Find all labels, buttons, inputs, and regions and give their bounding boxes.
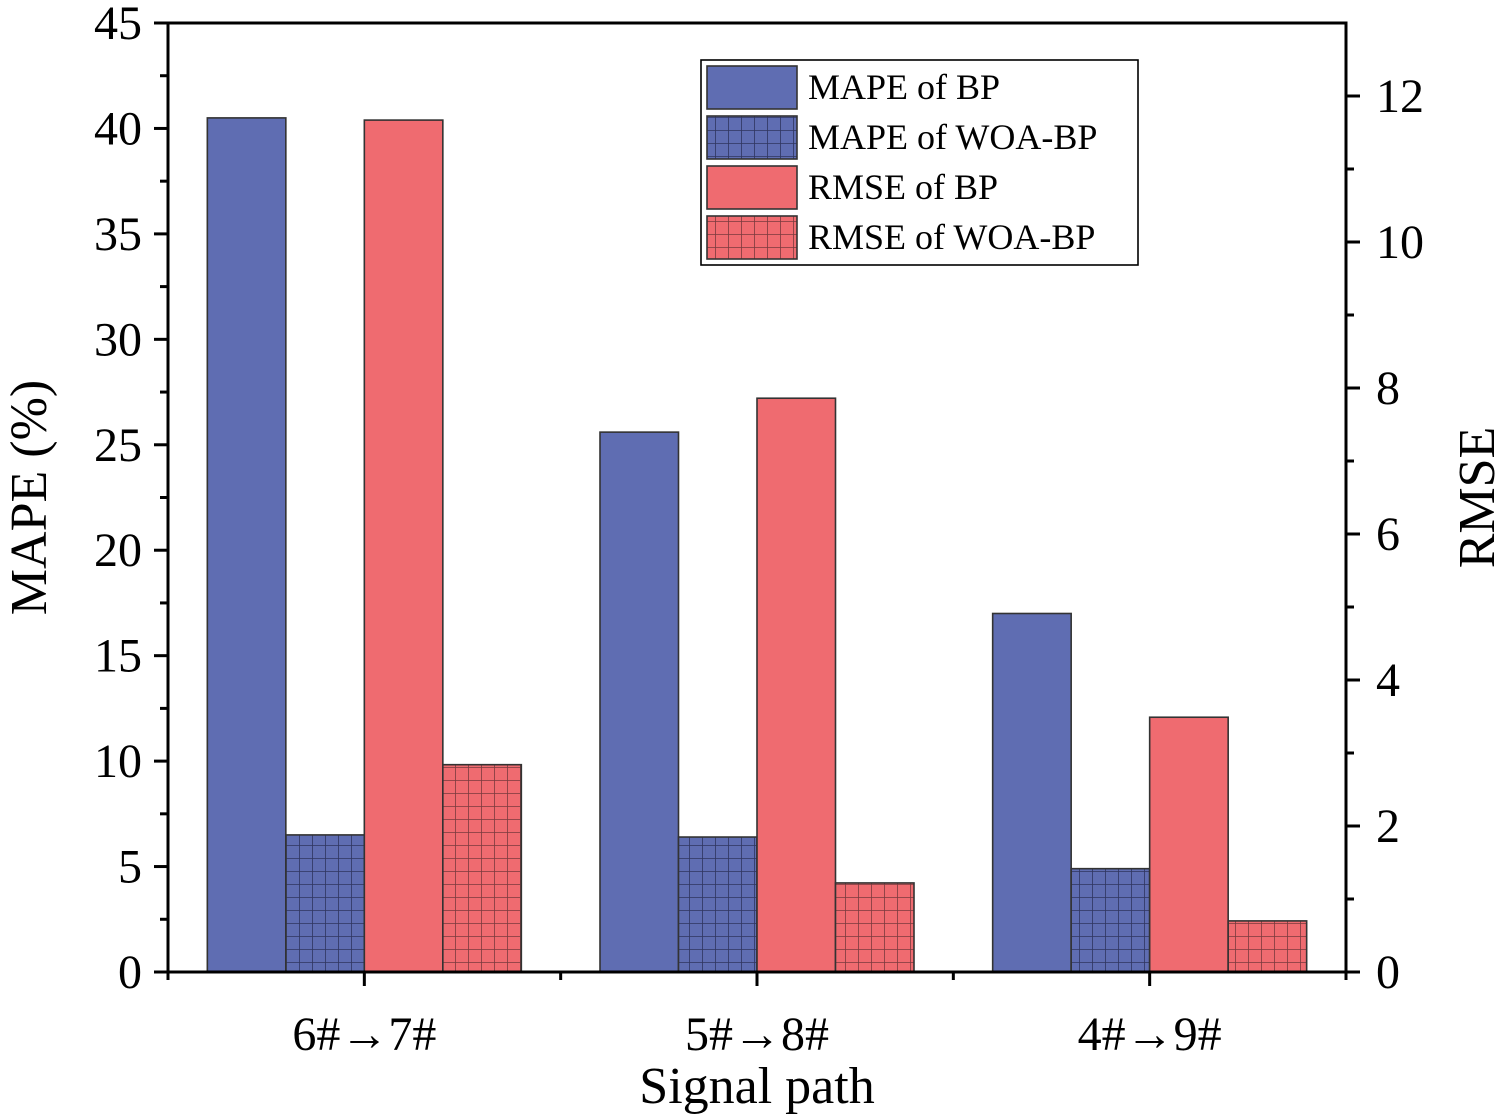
x-axis-title: Signal path: [639, 1058, 874, 1115]
left-tick-label: 10: [94, 735, 142, 788]
left-tick-label: 40: [94, 102, 142, 155]
bars-layer: [206, 117, 1308, 973]
right-tick-label: 4: [1376, 654, 1400, 707]
left-tick-label: 35: [94, 208, 142, 261]
legend-label: MAPE of WOA-BP: [808, 117, 1097, 157]
legend-swatch: [706, 165, 798, 210]
x-tick-label: 4#→9#: [1078, 1008, 1222, 1061]
bar-4-2: [834, 882, 915, 973]
right-tick-label: 12: [1376, 70, 1424, 123]
bar-3-1: [363, 119, 444, 973]
bar-4-3: [1227, 920, 1308, 973]
left-axis-title: MAPE (%): [1, 380, 58, 615]
bar-2-3: [1070, 867, 1151, 973]
right-axis-title: RMSE: [1449, 427, 1500, 569]
left-tick-label: 15: [94, 630, 142, 683]
left-tick-label: 45: [94, 0, 142, 50]
left-tick-label: 20: [94, 524, 142, 577]
bar-3-2: [756, 397, 837, 973]
legend-label: RMSE of BP: [808, 167, 998, 207]
legend-swatch: [706, 215, 798, 260]
bar-4-1: [442, 763, 523, 973]
right-tick-label: 10: [1376, 216, 1424, 269]
legend-label: MAPE of BP: [808, 67, 1000, 107]
bar-1-1: [206, 117, 287, 973]
x-tick-label: 6#→7#: [292, 1008, 436, 1061]
bar-1-3: [991, 612, 1072, 973]
legend: MAPE of BP MAPE of WOA-BP RMSE of BP RMSE o…: [700, 59, 1139, 266]
right-tick-label: 2: [1376, 800, 1400, 853]
x-tick-label: 5#→8#: [685, 1008, 829, 1061]
left-tick-label: 0: [118, 946, 142, 999]
right-tick-label: 0: [1376, 946, 1400, 999]
legend-label: RMSE of WOA-BP: [808, 217, 1095, 257]
bar-1-2: [599, 431, 680, 973]
left-tick-label: 25: [94, 419, 142, 472]
left-tick-label: 5: [118, 841, 142, 894]
bar-2-2: [677, 836, 758, 973]
left-tick-label: 30: [94, 313, 142, 366]
right-tick-label: 6: [1376, 508, 1400, 561]
right-tick-label: 8: [1376, 362, 1400, 415]
bar-2-1: [285, 834, 366, 973]
bar-3-3: [1148, 716, 1229, 973]
legend-swatch: [706, 115, 798, 160]
legend-swatch: [706, 65, 798, 110]
